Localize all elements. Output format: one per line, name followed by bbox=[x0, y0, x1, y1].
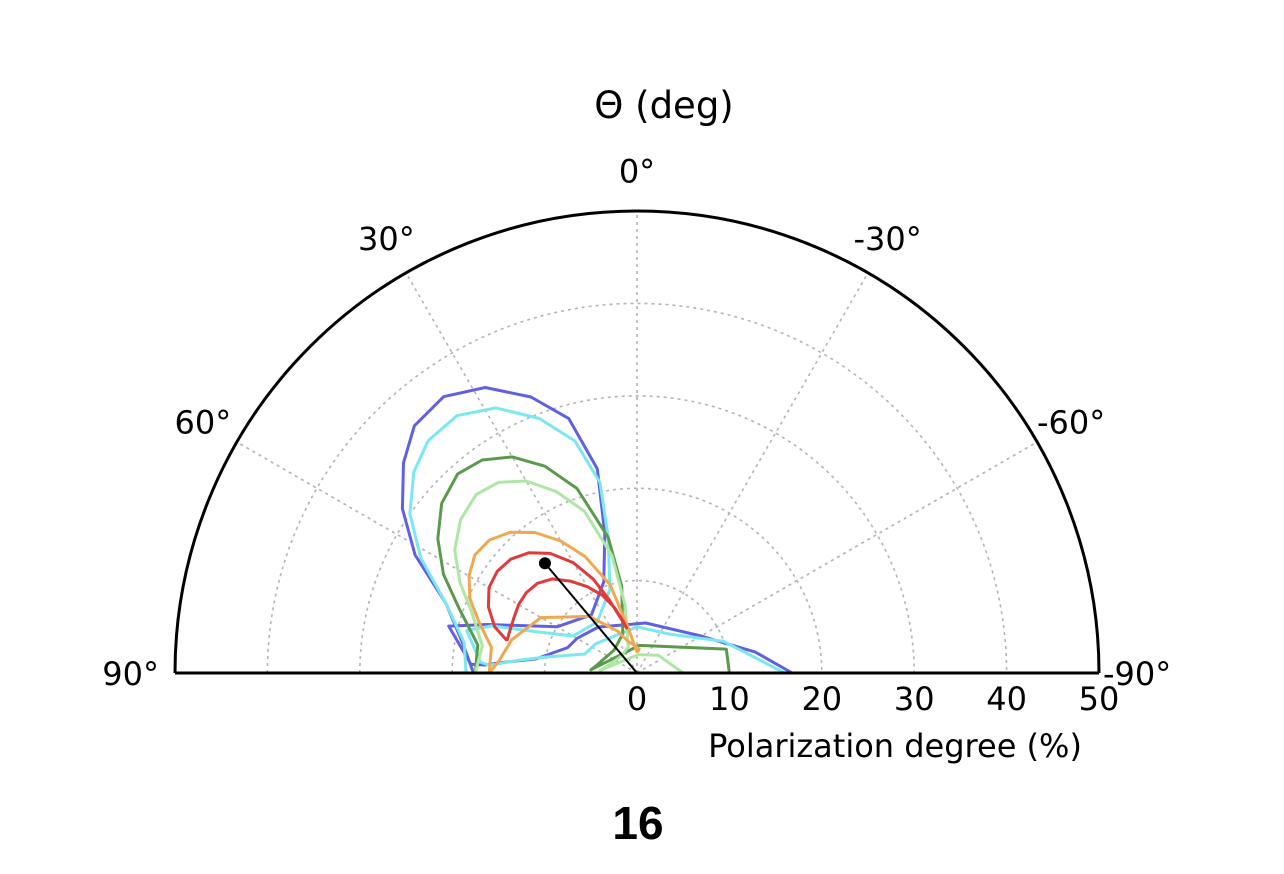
contour-level-1 bbox=[400, 386, 793, 675]
radial-grid-arc bbox=[266, 302, 1008, 674]
angular-tick-label: 0° bbox=[619, 153, 655, 191]
radial-tick-label: 10 bbox=[709, 680, 750, 718]
angular-tick-label: 30° bbox=[358, 220, 415, 258]
axis-labels: 90° 60° 30° 0° -30° -60° -90° 0 10 20 30 40 50 bbox=[102, 153, 1171, 718]
polar-grid bbox=[236, 211, 1038, 674]
contour-level-3 bbox=[436, 455, 731, 674]
angular-tick-label: -60° bbox=[1037, 403, 1105, 441]
radial-tick-label: 50 bbox=[1079, 680, 1120, 718]
radial-tick-label: 0 bbox=[627, 680, 647, 718]
angular-grid-line bbox=[636, 272, 869, 674]
angular-tick-label: 60° bbox=[175, 403, 232, 441]
radial-grid-arc bbox=[451, 487, 823, 674]
radial-grid-arc bbox=[359, 395, 915, 674]
angular-axis-title: Θ (deg) bbox=[594, 84, 734, 127]
polar-frame bbox=[173, 209, 1101, 675]
best-fit-line bbox=[544, 562, 638, 674]
radial-grid-arc bbox=[543, 579, 731, 674]
panel-label: 16 bbox=[612, 797, 663, 849]
radial-tick-label: 40 bbox=[986, 680, 1027, 718]
radial-tick-label: 20 bbox=[801, 680, 842, 718]
outer-arc bbox=[173, 209, 1101, 674]
contour-series bbox=[400, 386, 793, 675]
contour-level-4 bbox=[453, 479, 685, 675]
angular-tick-label: 90° bbox=[102, 655, 159, 693]
angular-grid-line bbox=[405, 272, 638, 674]
best-fit-marker bbox=[538, 557, 638, 674]
radial-axis-title: Polarization degree (%) bbox=[708, 727, 1082, 765]
contour-level-6 bbox=[486, 551, 629, 642]
angular-tick-label: -30° bbox=[854, 220, 922, 258]
best-fit-point bbox=[538, 557, 551, 570]
angular-tick-label: -90° bbox=[1103, 655, 1171, 693]
radial-tick-label: 30 bbox=[894, 680, 935, 718]
angular-grid-line bbox=[636, 441, 1038, 674]
contour-level-2 bbox=[408, 406, 786, 675]
